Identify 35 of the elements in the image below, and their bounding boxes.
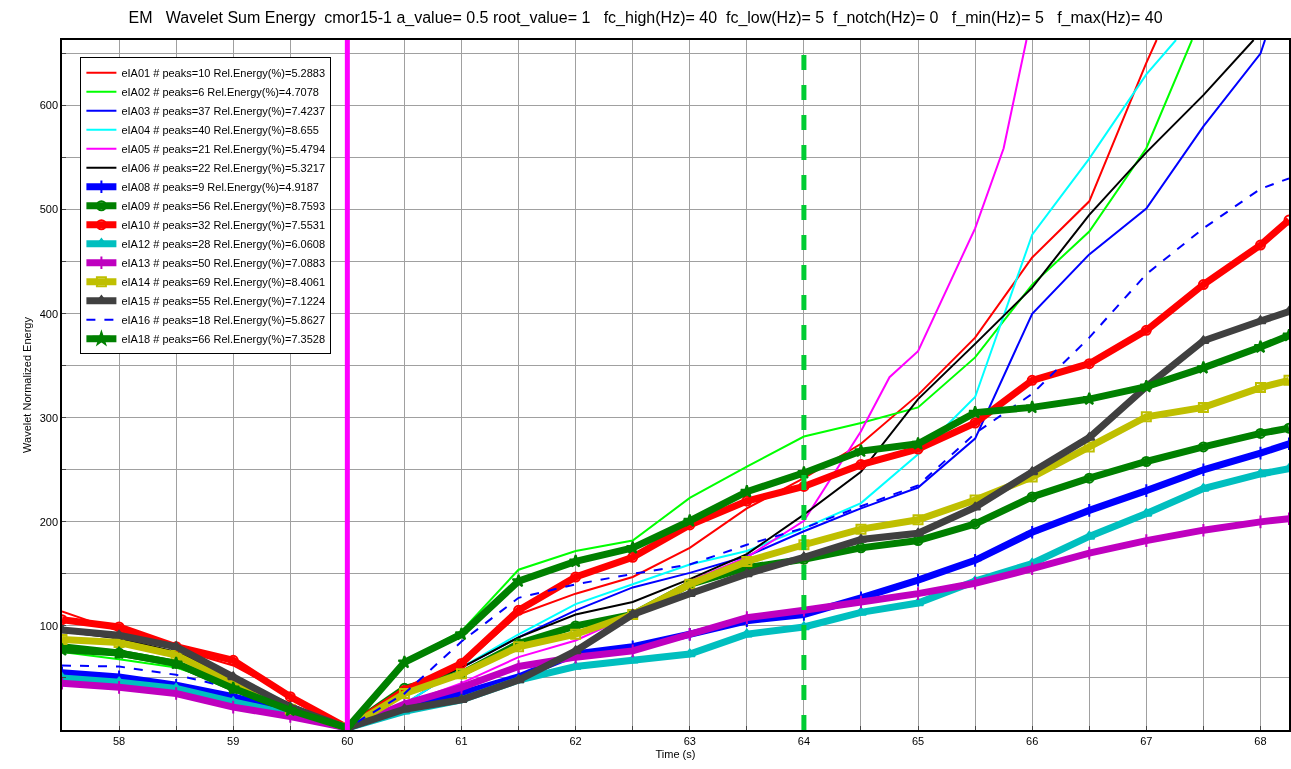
chart-title: EM Wavelet Sum Energy cmor15-1 a_value= 0.5 root_value= 1 fc_high(Hz)= 40 fc_low(Hz)= 5 f_notch(Hz)= 0 f_min(Hz)= 5 f_max(Hz)= 40 — [128, 8, 1163, 27]
legend-label: eIA09 # peaks=56 Rel.Energy(%)=8.7593 — [121, 200, 326, 213]
x-tick-label: 66 — [1026, 734, 1039, 747]
legend-label: eIA18 # peaks=66 Rel.Energy(%)=7.3528 — [121, 333, 326, 346]
legend-label: eIA13 # peaks=50 Rel.Energy(%)=7.0883 — [121, 257, 326, 270]
y-tick-label: 500 — [39, 203, 59, 216]
legend-label: eIA04 # peaks=40 Rel.Energy(%)=8.655 — [121, 124, 319, 137]
x-tick-label: 59 — [227, 734, 240, 747]
x-tick-label: 62 — [569, 734, 582, 747]
legend-label: eIA08 # peaks=9 Rel.Energy(%)=4.9187 — [121, 181, 319, 194]
x-tick-label: 67 — [1140, 734, 1153, 747]
x-tick-label: 64 — [797, 734, 811, 747]
legend-label: eIA01 # peaks=10 Rel.Energy(%)=5.2883 — [121, 67, 326, 80]
x-tick-label: 61 — [455, 734, 468, 747]
y-tick-label: 100 — [39, 619, 59, 632]
y-tick-label: 200 — [39, 515, 59, 528]
legend-label: eIA12 # peaks=28 Rel.Energy(%)=6.0608 — [121, 238, 326, 251]
y-tick-label: 600 — [39, 99, 59, 112]
x-axis-title: Time (s) — [655, 747, 696, 760]
x-tick-label: 58 — [112, 734, 126, 747]
x-tick-label: 65 — [911, 734, 925, 747]
legend-label: eIA16 # peaks=18 Rel.Energy(%)=5.8627 — [121, 314, 326, 327]
legend-label: eIA14 # peaks=69 Rel.Energy(%)=8.4061 — [121, 276, 326, 289]
legend-label: eIA15 # peaks=55 Rel.Energy(%)=7.1224 — [121, 295, 326, 308]
x-tick-label: 63 — [683, 734, 696, 747]
x-tick-label: 68 — [1254, 734, 1267, 747]
legend-label: eIA03 # peaks=37 Rel.Energy(%)=7.4237 — [121, 105, 326, 118]
legend-label: eIA05 # peaks=21 Rel.Energy(%)=5.4794 — [121, 143, 326, 156]
y-tick-label: 400 — [39, 307, 59, 320]
y-tick-label: 300 — [39, 411, 59, 424]
y-axis-title: Wavelet Normalized Energy — [20, 316, 33, 453]
legend-label: eIA10 # peaks=32 Rel.Energy(%)=7.5531 — [121, 219, 326, 232]
x-tick-label: 60 — [341, 734, 354, 747]
legend-label: eIA02 # peaks=6 Rel.Energy(%)=4.7078 — [121, 86, 319, 99]
legend-label: eIA06 # peaks=22 Rel.Energy(%)=5.3217 — [121, 162, 326, 175]
